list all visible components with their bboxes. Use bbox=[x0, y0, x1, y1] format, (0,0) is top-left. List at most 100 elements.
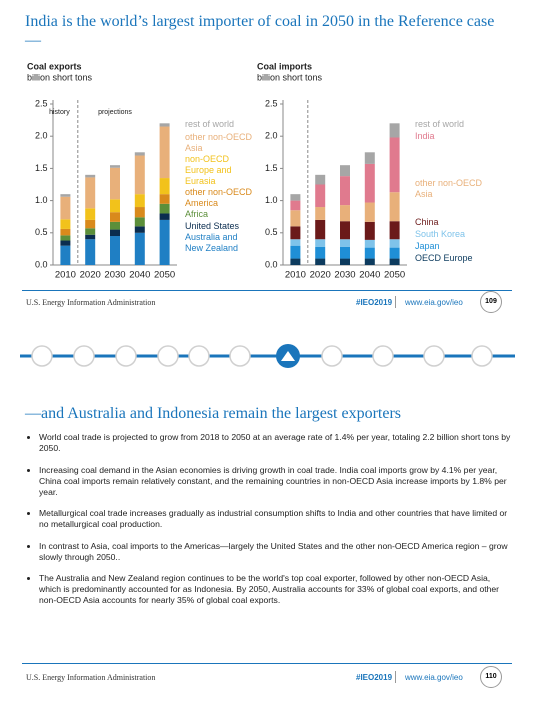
bar-segment bbox=[315, 246, 326, 259]
page-number: 109 bbox=[480, 291, 502, 313]
bullet: World coal trade is projected to grow fr… bbox=[39, 432, 514, 454]
bar-segment bbox=[389, 258, 400, 265]
icon[interactable] bbox=[73, 345, 95, 367]
bar-segment bbox=[364, 152, 375, 164]
x-tick-label: 2010 bbox=[285, 270, 306, 281]
icon[interactable] bbox=[229, 345, 251, 367]
bar-segment bbox=[290, 210, 301, 227]
chart-subtitle: billion short tons bbox=[27, 72, 93, 82]
bar-segment bbox=[290, 200, 301, 211]
footer-hashtag[interactable]: #IEO2019 bbox=[356, 298, 393, 307]
bar-segment bbox=[290, 245, 301, 259]
footer-url[interactable]: www.eia.gov/ieo bbox=[405, 673, 463, 682]
icon[interactable] bbox=[372, 345, 394, 367]
bar-segment bbox=[389, 192, 400, 222]
page-title: —and Australia and Indonesia remain the … bbox=[25, 405, 402, 422]
bar-segment bbox=[159, 194, 170, 204]
icon[interactable] bbox=[188, 345, 210, 367]
bar-segment bbox=[364, 247, 375, 259]
bullet: Metallurgical coal trade increases gradu… bbox=[39, 508, 514, 530]
y-tick-label: 2.5 bbox=[265, 98, 278, 108]
icon[interactable] bbox=[157, 345, 179, 367]
bar-segment bbox=[110, 167, 120, 200]
bar-segment bbox=[364, 239, 375, 248]
annotation: history bbox=[49, 109, 70, 116]
chart-title: Coal imports bbox=[257, 61, 312, 71]
footer-hashtag[interactable]: #IEO2019 bbox=[356, 673, 393, 682]
bar-segment bbox=[85, 228, 96, 235]
bar-segment bbox=[134, 152, 145, 156]
y-tick-label: 2.0 bbox=[265, 131, 278, 141]
icon[interactable] bbox=[321, 345, 343, 367]
y-tick-label: 0.5 bbox=[35, 227, 48, 237]
bar-segment bbox=[85, 174, 96, 178]
icon[interactable] bbox=[471, 345, 493, 367]
footer-rule bbox=[22, 290, 512, 291]
legend-entry: China bbox=[415, 217, 439, 227]
bar-segment bbox=[110, 165, 120, 168]
bar-segment bbox=[159, 219, 170, 265]
icon[interactable] bbox=[423, 345, 445, 367]
footer-url[interactable]: www.eia.gov/ieo bbox=[405, 298, 463, 307]
bullet: The Australia and New Zealand region con… bbox=[39, 573, 514, 606]
legend-entry: non-OECD Europe and Eurasia bbox=[185, 154, 232, 186]
y-tick-label: 1.0 bbox=[265, 195, 278, 205]
annotation: projections bbox=[98, 109, 132, 116]
bar-segment bbox=[364, 258, 375, 265]
bar-segment bbox=[389, 221, 400, 240]
x-tick-label: 2020 bbox=[80, 270, 101, 281]
x-tick-label: 2040 bbox=[129, 270, 150, 281]
bar-segment bbox=[60, 219, 71, 229]
y-tick-label: 2.5 bbox=[35, 98, 48, 108]
legend-entry: Africa bbox=[185, 209, 209, 219]
legend-entry: India bbox=[415, 131, 435, 141]
legend-entry: South Korea bbox=[415, 229, 466, 239]
bar-segment bbox=[110, 221, 120, 230]
bar-segment bbox=[290, 258, 301, 265]
y-tick-label: 1.5 bbox=[265, 163, 278, 173]
legend-entry: Japan bbox=[415, 241, 440, 251]
legend-entry: OECD Europe bbox=[415, 253, 473, 263]
bar-segment bbox=[60, 196, 71, 220]
bar-segment bbox=[340, 239, 350, 247]
bar-segment bbox=[315, 258, 326, 265]
bar-segment bbox=[389, 247, 400, 259]
bar-segment bbox=[389, 123, 400, 138]
bar-segment bbox=[159, 203, 170, 214]
bar-segment bbox=[134, 226, 145, 233]
bar-segment bbox=[159, 178, 170, 195]
page-number: 110 bbox=[480, 666, 502, 688]
bar-segment bbox=[85, 177, 96, 209]
bar-segment bbox=[134, 217, 145, 227]
legend-entry: other non-OECD Asia bbox=[185, 132, 253, 153]
legend-entry: rest of world bbox=[185, 119, 235, 129]
y-tick-label: 0.0 bbox=[35, 259, 48, 269]
bullet: In contrast to Asia, coal imports to the… bbox=[39, 541, 514, 563]
icon[interactable] bbox=[31, 345, 53, 367]
bar-segment bbox=[60, 245, 71, 265]
bar-segment bbox=[290, 239, 301, 246]
bar-segment bbox=[110, 199, 120, 213]
icon-glyph bbox=[281, 351, 295, 361]
bar-segment bbox=[340, 165, 350, 177]
bar-segment bbox=[159, 213, 170, 220]
footer-separator bbox=[395, 671, 396, 683]
bar-segment bbox=[134, 207, 145, 218]
bullet: Increasing coal demand in the Asian econ… bbox=[39, 465, 514, 498]
bar-segment bbox=[290, 194, 301, 201]
bar-segment bbox=[340, 221, 350, 240]
bar-segment bbox=[340, 258, 350, 265]
bar-segment bbox=[315, 184, 326, 208]
x-tick-label: 2050 bbox=[154, 270, 175, 281]
bar-segment bbox=[85, 219, 96, 229]
bar-segment bbox=[364, 202, 375, 222]
icon[interactable] bbox=[115, 345, 137, 367]
bullet-list: World coal trade is projected to grow fr… bbox=[25, 432, 514, 617]
bar-segment bbox=[315, 239, 326, 247]
legend-entry: Australia and New Zealand bbox=[185, 232, 239, 253]
bar-segment bbox=[159, 126, 170, 179]
chart: Coal exports billion short tons 0.0 0.5 1.0 1… bbox=[25, 60, 285, 290]
legend-entry: other non-OECD America bbox=[185, 187, 253, 208]
